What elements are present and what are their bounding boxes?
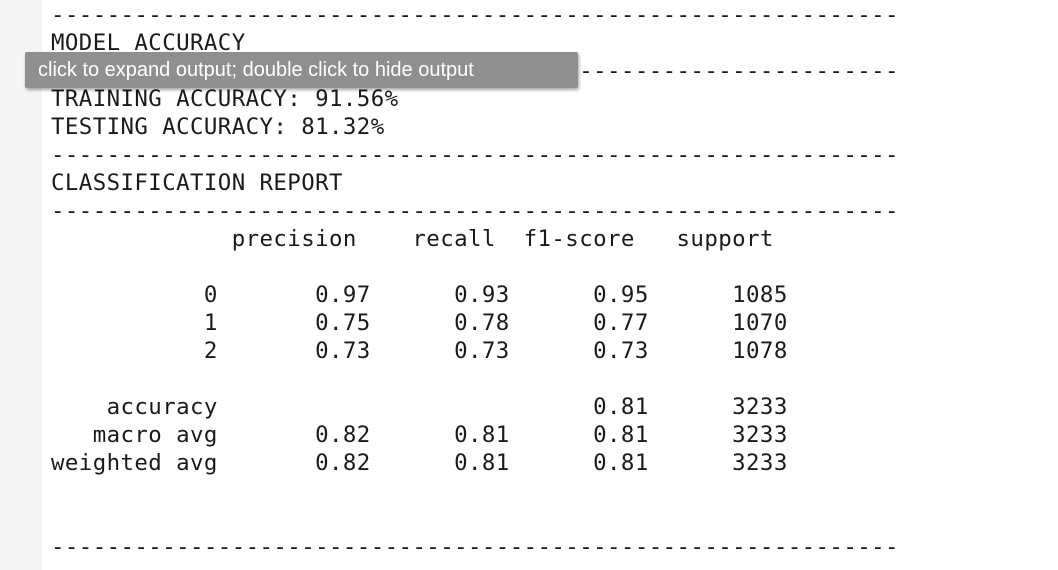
output-line: TRAINING ACCURACY: 91.56% <box>51 86 399 112</box>
output-line: ----------------------------------------… <box>51 142 899 168</box>
output-text: ----------------------------------------… <box>51 1 899 561</box>
expand-output-tooltip: click to expand output; double click to … <box>25 52 578 88</box>
output-line: MODEL ACCURACY <box>51 30 246 56</box>
output-line: 1 0.75 0.78 0.77 1070 <box>51 310 788 336</box>
output-line: ----------------------------------------… <box>51 2 899 28</box>
output-line: CLASSIFICATION REPORT <box>51 170 343 196</box>
output-line: ----------------------------------------… <box>51 534 899 560</box>
output-line: macro avg 0.82 0.81 0.81 3233 <box>51 422 788 448</box>
output-line: 2 0.73 0.73 0.73 1078 <box>51 338 788 364</box>
output-line: ----------------------------------------… <box>51 198 899 224</box>
output-line: accuracy 0.81 3233 <box>51 394 788 420</box>
cell-output-area[interactable] <box>42 0 1058 570</box>
output-line: TESTING ACCURACY: 81.32% <box>51 114 385 140</box>
output-line: precision recall f1-score support <box>51 226 774 252</box>
output-line: 0 0.97 0.93 0.95 1085 <box>51 282 788 308</box>
output-prompt-gutter[interactable] <box>0 0 42 570</box>
output-line: weighted avg 0.82 0.81 0.81 3233 <box>51 450 788 476</box>
